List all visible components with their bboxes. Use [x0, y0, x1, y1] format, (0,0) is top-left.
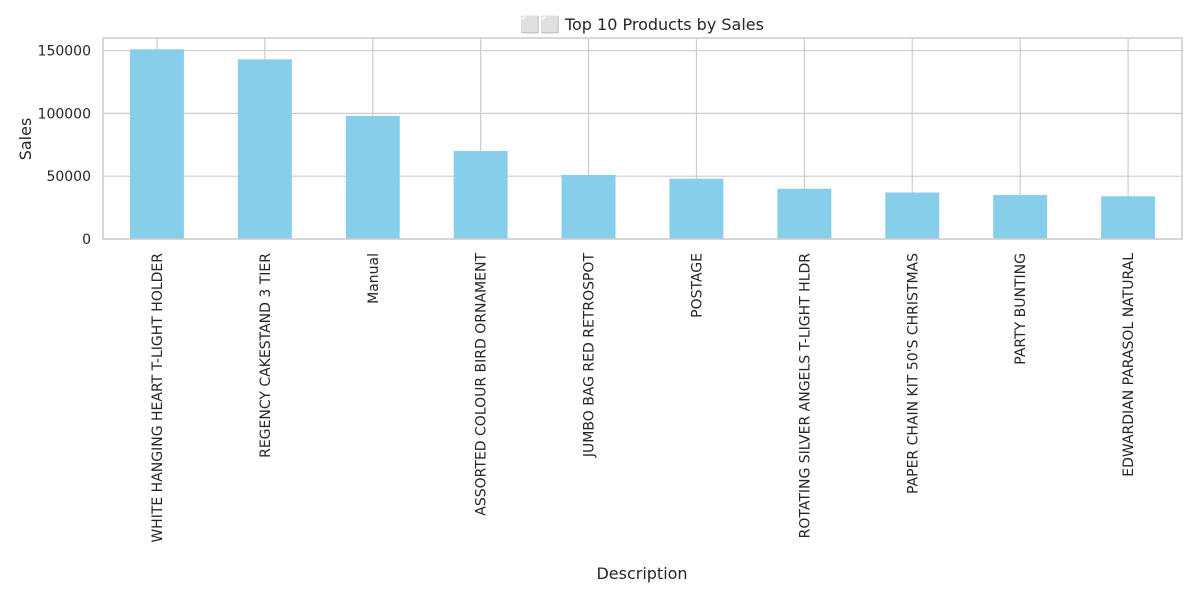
x-tick-labels: WHITE HANGING HEART T-LIGHT HOLDER REGENC… [150, 253, 1137, 543]
bar [777, 188, 832, 239]
x-tick-label: ASSORTED COLOUR BIRD ORNAMENT [474, 253, 490, 516]
bars-layer [129, 49, 1156, 240]
chart-title: ⬜⬜ Top 10 Products by Sales [520, 15, 764, 34]
y-tick-label: 100000 [38, 106, 91, 122]
bar [237, 59, 292, 240]
x-tick-label: REGENCY CAKESTAND 3 TIER [258, 253, 274, 458]
x-tick-label: JUMBO BAG RED RETROSPOT [582, 253, 598, 459]
x-tick-label: EDWARDIAN PARASOL NATURAL [1121, 253, 1137, 477]
bar [993, 195, 1048, 239]
x-tick-label: WHITE HANGING HEART T-LIGHT HOLDER [150, 253, 166, 543]
x-tick-label: Manual [366, 253, 382, 304]
y-axis-label: Sales [16, 118, 35, 161]
x-tick-label: PARTY BUNTING [1013, 253, 1029, 365]
y-tick-label: 150000 [38, 44, 91, 60]
bar [453, 151, 508, 239]
bar [345, 115, 400, 239]
bar [669, 178, 724, 239]
y-tick-label: 0 [82, 232, 91, 248]
bar [129, 49, 184, 240]
x-tick-label: POSTAGE [689, 253, 705, 318]
bar [561, 174, 616, 239]
x-tick-label: ROTATING SILVER ANGELS T-LIGHT HLDR [797, 253, 813, 539]
bar [1101, 196, 1156, 239]
x-tick-label: PAPER CHAIN KIT 50'S CHRISTMAS [905, 253, 921, 494]
plot-frame [102, 37, 1183, 240]
x-axis-label: Description [596, 564, 687, 583]
y-tick-labels: 0 50000 100000 150000 [38, 44, 91, 248]
bar [885, 192, 940, 239]
y-tick-label: 50000 [46, 169, 91, 185]
